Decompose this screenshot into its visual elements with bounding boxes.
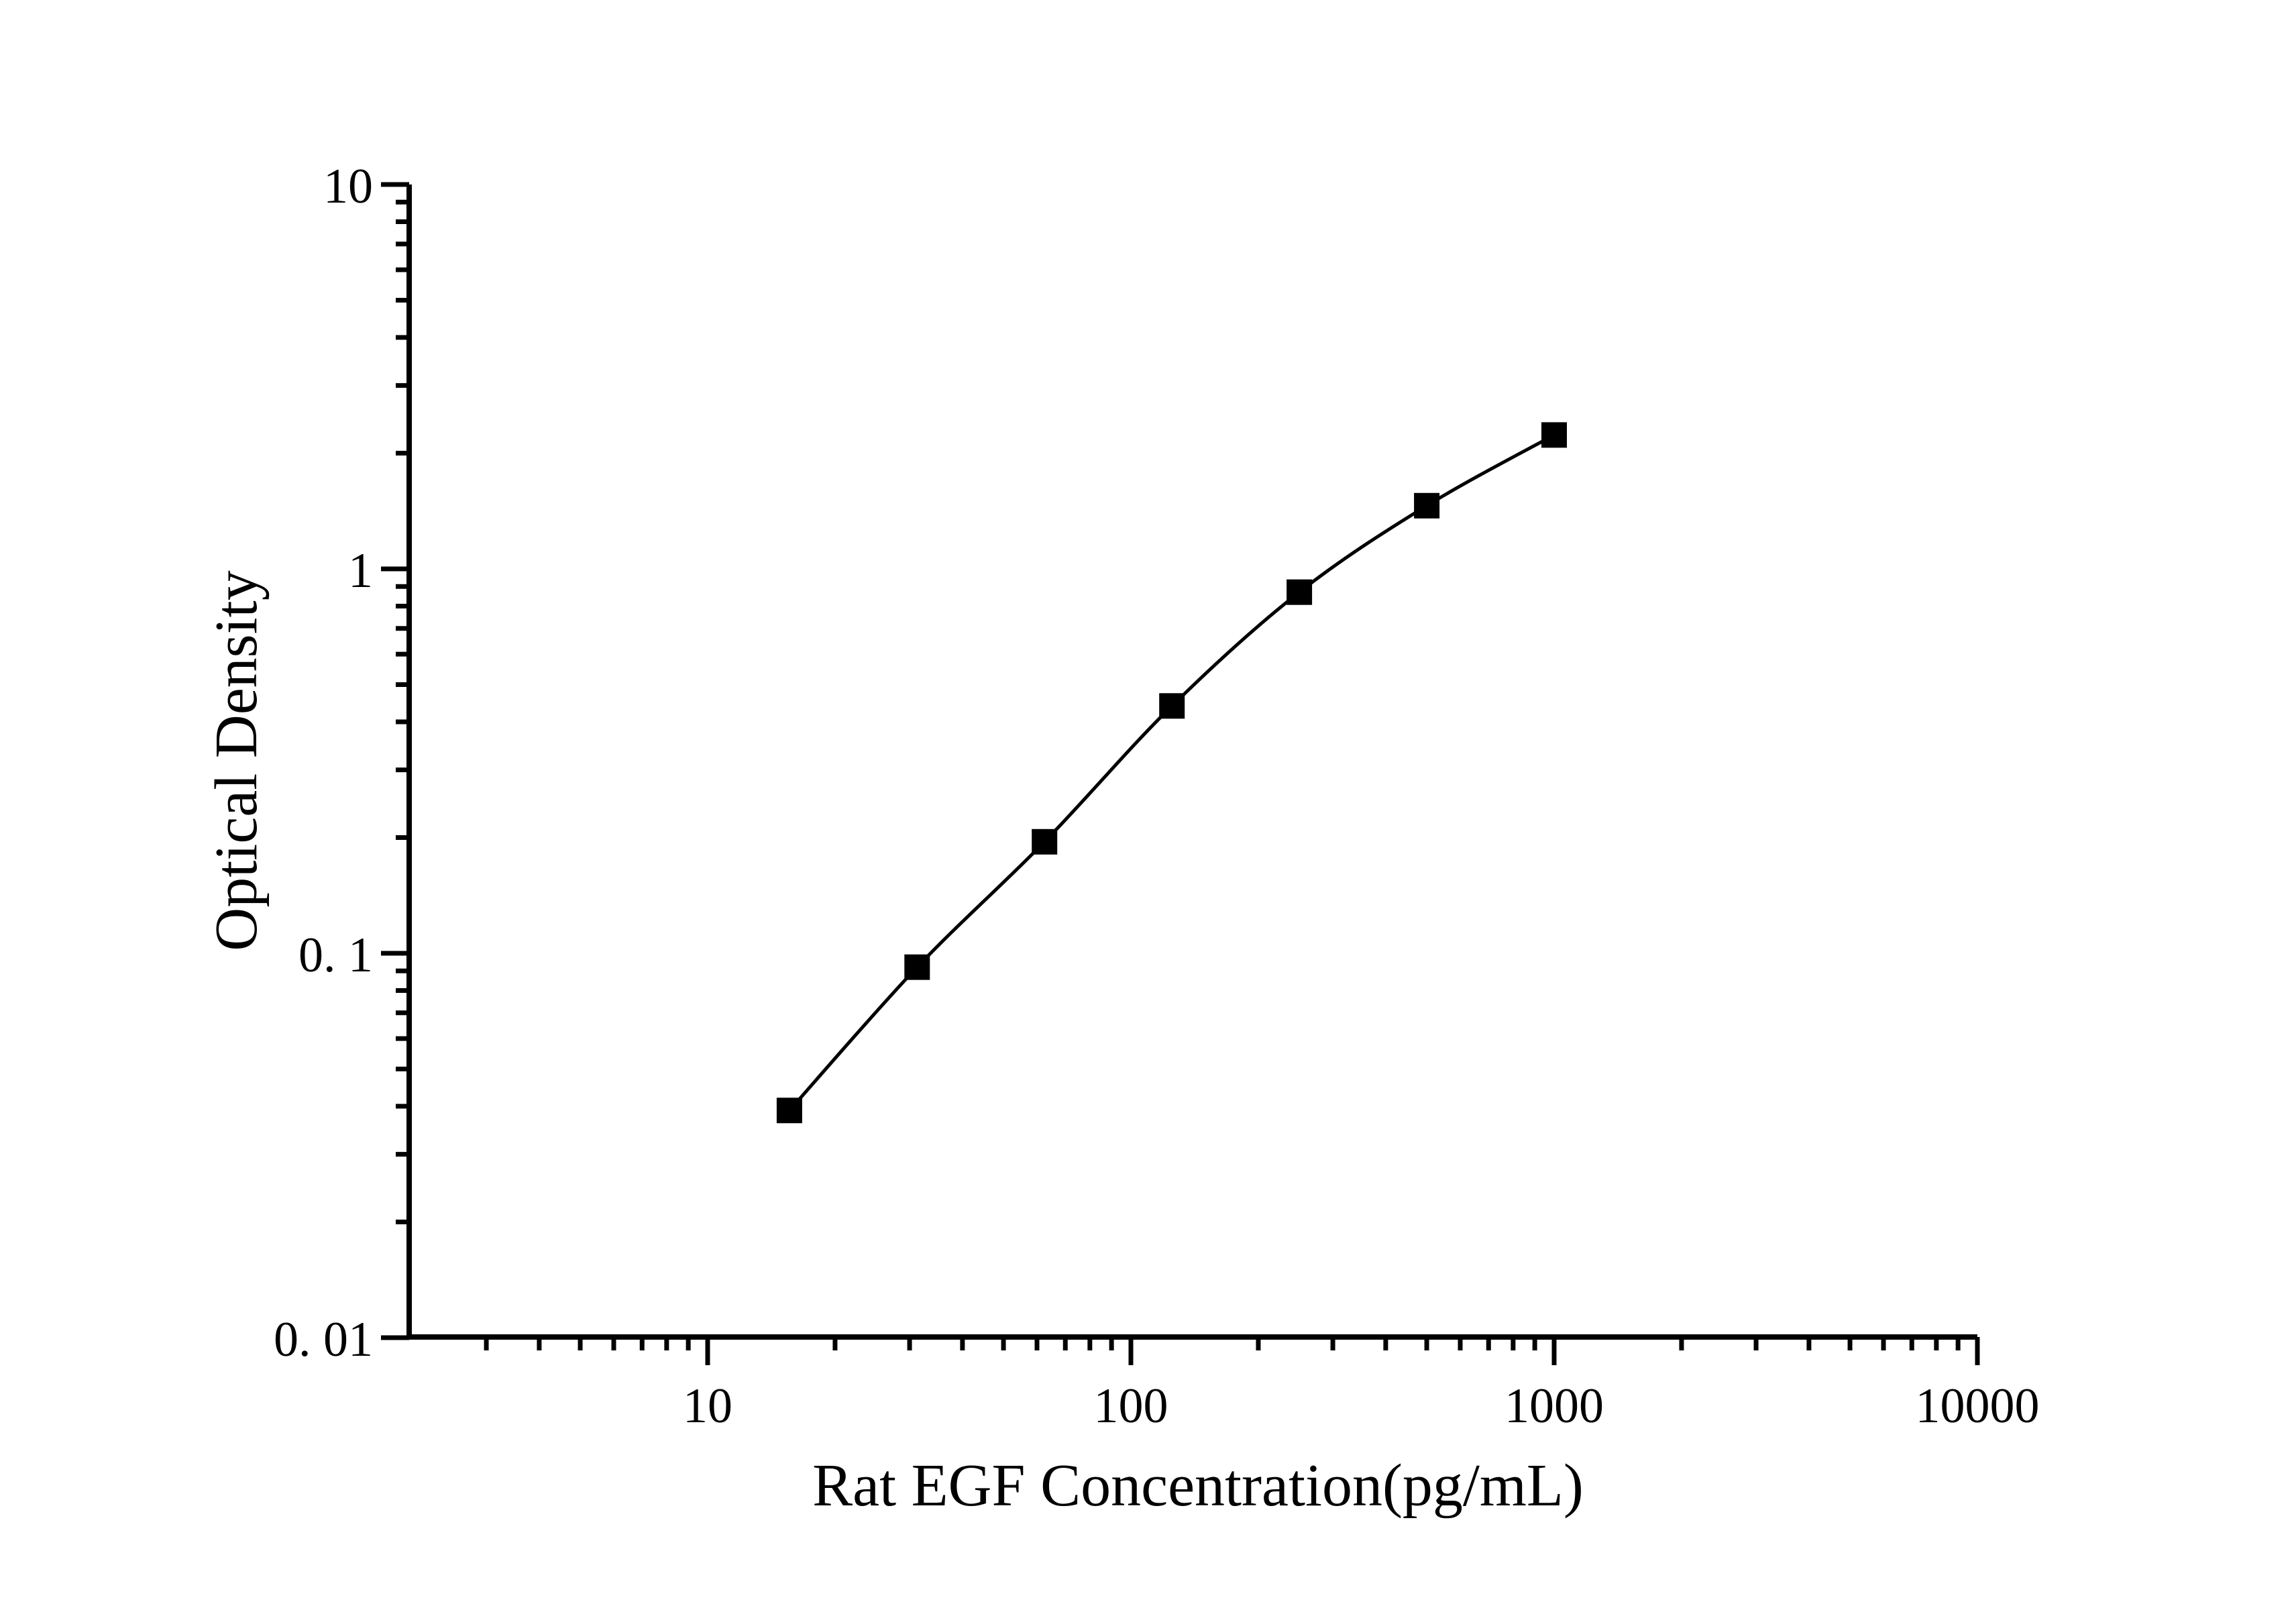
y-tick-label: 10 [323,159,373,214]
x-axis-minor-ticks [484,1337,1961,1350]
data-point-marker [1159,693,1185,719]
data-point-marker [904,954,930,980]
x-tick-label: 10 [683,1379,732,1434]
data-point-marker [1414,492,1440,519]
y-axis-title: Optical Density [203,570,270,951]
y-tick-label: 1 [348,543,373,598]
fit-curve [788,433,1555,1112]
y-tick-label: 0. 01 [274,1312,373,1367]
x-tick-label: 1000 [1505,1379,1604,1434]
data-point-marker [776,1098,802,1124]
data-point-marker [1032,828,1058,855]
y-axis-major-ticks [381,182,409,1340]
x-axis-tick-labels: 10 100 1000 10000 [683,1379,2040,1434]
data-point-markers [776,422,1567,1124]
y-axis-tick-labels: 10 1 0. 1 0. 01 [274,159,373,1367]
x-tick-label: 10000 [1916,1379,2040,1434]
data-point-marker [1541,422,1567,448]
data-point-marker [1287,579,1313,605]
axis-spines [406,184,1977,1340]
x-axis-title: Rat EGF Concentration(pg/mL) [812,1452,1584,1519]
y-tick-label: 0. 1 [298,928,373,983]
x-axis-major-ticks [705,1337,1980,1365]
x-tick-label: 100 [1094,1379,1168,1434]
y-axis-minor-ticks [396,199,409,1225]
